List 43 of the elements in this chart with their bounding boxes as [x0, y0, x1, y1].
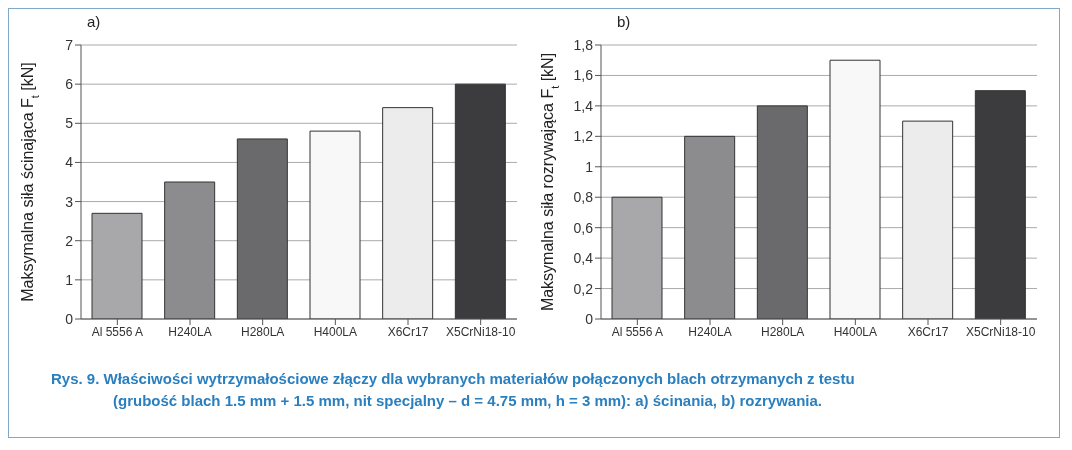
- y-tick-label: 0,4: [573, 250, 594, 267]
- y-tick-label: 5: [65, 115, 74, 132]
- y-tick-label: 1,8: [573, 36, 594, 53]
- y-tick-label: 2: [65, 232, 74, 249]
- bar: [829, 59, 881, 319]
- y-tick-label: 0,2: [573, 280, 594, 297]
- bar: [454, 83, 506, 319]
- y-tick-label: 0,6: [573, 219, 594, 236]
- x-tick-label: X5CrNi18-10: [445, 324, 516, 339]
- bar: [684, 135, 736, 319]
- y-tick-label: 0,8: [573, 189, 594, 206]
- y-tick-label: 3: [65, 193, 74, 210]
- x-tick-label: X6Cr17: [387, 324, 429, 339]
- y-tick-label: 1,4: [573, 97, 594, 114]
- y-tick-label: 1: [585, 158, 594, 175]
- bar: [902, 120, 954, 319]
- y-tick-label: 1,2: [573, 128, 594, 145]
- chart-title: b): [617, 13, 631, 30]
- chart-title: a): [87, 13, 101, 30]
- x-tick-label: Al 5556 A: [91, 324, 144, 339]
- bar: [309, 130, 361, 319]
- x-tick-label: H240LA: [168, 324, 212, 339]
- bar: [756, 105, 808, 319]
- text: Rys. 9. Właściwości wytrzymałościowe złączy dla wybranych materiałów połączonych blach otrzymanych z testu (grubość blach 1.5 mm + 1.5 mm, nit specjalny – d = 4.75 mm, h = 3 mm): a) ścinania, b) rozrywania.: [51, 369, 856, 411]
- x-tick-label: H280LA: [240, 324, 285, 339]
- x-tick-label: H240LA: [688, 324, 732, 339]
- y-tick-label: 0: [65, 310, 74, 327]
- bar: [974, 90, 1026, 319]
- x-tick-label: H280LA: [760, 324, 805, 339]
- bar: [164, 181, 216, 319]
- x-tick-label: X5CrNi18-10: [965, 324, 1036, 339]
- x-tick-label: H400LA: [313, 324, 358, 339]
- y-tick-label: 1,6: [573, 67, 594, 84]
- y-tick-label: 1: [65, 271, 74, 288]
- bar: [382, 107, 434, 319]
- y-tick-label: 0: [585, 310, 594, 327]
- bar: [236, 138, 288, 319]
- y-tick-label: 6: [65, 76, 74, 93]
- x-tick-label: X6Cr17: [907, 324, 949, 339]
- x-tick-label: H400LA: [833, 324, 878, 339]
- y-tick-label: 7: [65, 36, 74, 53]
- y-tick-label: 4: [65, 154, 74, 171]
- x-tick-label: Al 5556 A: [611, 324, 664, 339]
